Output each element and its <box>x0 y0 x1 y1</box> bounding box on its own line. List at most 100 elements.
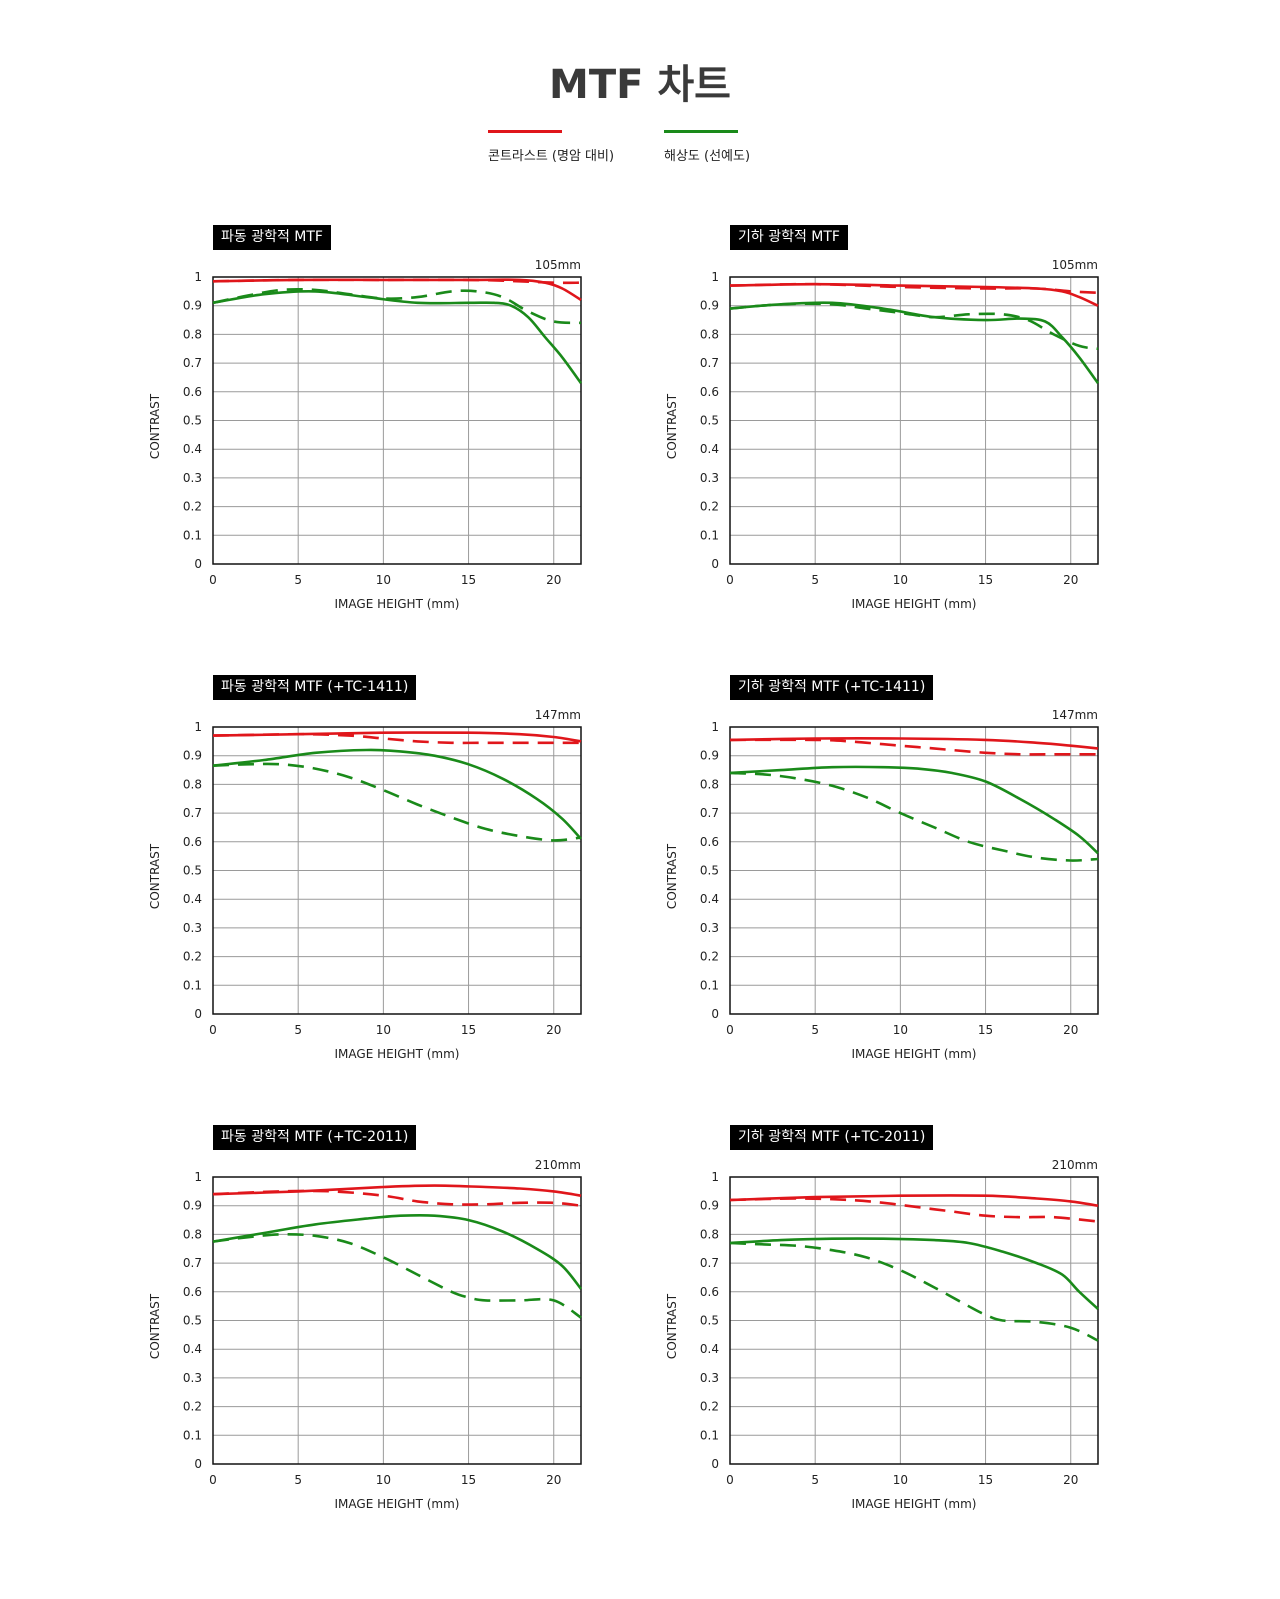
y-tick-label: 1 <box>711 270 719 284</box>
y-tick-label: 0.8 <box>183 1227 202 1241</box>
x-tick-label: 10 <box>376 573 391 587</box>
chart-title-badge: 파동 광학적 MTF (+TC-2011) <box>213 1125 417 1150</box>
plot-frame <box>212 276 582 565</box>
y-tick-label: 0.3 <box>700 1371 719 1385</box>
plot-frame <box>212 726 582 1015</box>
mtf-chart-geometric-210: 기하 광학적 MTF (+TC-2011) 0 0.1 0.2 0.3 0.4 0.5 0.… <box>665 1122 1250 1562</box>
y-tick-label: 0.6 <box>700 1285 719 1299</box>
y-tick-label: 1 <box>194 270 202 284</box>
y-tick-label: 0.1 <box>183 1428 202 1442</box>
y-tick-label: 0.5 <box>183 864 202 878</box>
y-tick-label: 0.7 <box>183 1256 202 1270</box>
y-axis-label: CONTRAST <box>148 393 162 459</box>
x-tick-label: 20 <box>546 1023 561 1037</box>
y-tick-label: 0.5 <box>183 414 202 428</box>
y-tick-label: 0.4 <box>183 442 202 456</box>
y-axis-label: CONTRAST <box>148 1293 162 1359</box>
focal-length-label: 210mm <box>535 1158 581 1172</box>
x-tick-label: 20 <box>1063 573 1078 587</box>
resolution-dashed-line <box>212 762 582 842</box>
y-tick-label: 0 <box>711 557 719 571</box>
y-tick-label: 0.5 <box>700 414 719 428</box>
x-tick-label: 10 <box>376 1473 391 1487</box>
y-tick-label: 0.3 <box>700 921 719 935</box>
y-tick-label: 0.4 <box>183 1342 202 1356</box>
x-axis-label: IMAGE HEIGHT (mm) <box>335 1497 460 1511</box>
contrast-solid-line <box>729 736 1099 750</box>
x-tick-label: 15 <box>978 1473 993 1487</box>
x-tick-label: 15 <box>978 573 993 587</box>
y-tick-label: 0 <box>194 557 202 571</box>
mtf-plot-svg: 00.10.20.30.40.50.60.70.80.910 5 10 15 20105… <box>148 258 583 611</box>
x-tick-label: 0 <box>209 573 217 587</box>
resolution-dashed-line <box>212 1233 582 1319</box>
x-tick-label: 10 <box>893 1473 908 1487</box>
y-tick-label: 0.1 <box>700 1428 719 1442</box>
x-tick-label: 15 <box>461 1023 476 1037</box>
x-tick-label: 20 <box>546 573 561 587</box>
y-tick-label: 0.7 <box>183 806 202 820</box>
mtf-plot-svg: 00.10.20.30.40.50.60.70.80.910 5 10 15 20147… <box>148 708 582 1061</box>
plot-frame <box>729 1176 1099 1465</box>
chart-title-badge: 파동 광학적 MTF <box>213 225 331 250</box>
x-tick-label: 5 <box>294 1023 302 1037</box>
y-tick-label: 0.6 <box>700 385 719 399</box>
contrast-dashed-line <box>212 732 581 745</box>
y-tick-label: 0.5 <box>700 864 719 878</box>
y-tick-label: 0.1 <box>183 528 202 542</box>
resolution-solid-line <box>212 289 583 384</box>
focal-length-label: 105mm <box>1052 258 1098 272</box>
y-tick-label: 0.1 <box>700 978 719 992</box>
resolution-solid-line <box>729 765 1099 855</box>
mtf-chart-geometric-105: 기하 광학적 MTF 0 0.1 0.2 0.3 0.4 0.5 0.6 0.7 0.8 0.9 1… <box>665 222 1250 662</box>
y-tick-label: 0.8 <box>700 777 719 791</box>
y-tick-label: 0.8 <box>183 777 202 791</box>
y-tick-label: 0 <box>711 1007 719 1021</box>
x-tick-label: 0 <box>726 573 734 587</box>
x-axis-label: IMAGE HEIGHT (mm) <box>335 1047 460 1061</box>
plot-frame <box>212 1176 582 1465</box>
x-tick-label: 15 <box>461 1473 476 1487</box>
x-axis-label: IMAGE HEIGHT (mm) <box>852 597 977 611</box>
x-tick-label: 20 <box>1063 1023 1078 1037</box>
x-tick-label: 20 <box>546 1473 561 1487</box>
y-tick-label: 0.3 <box>183 1371 202 1385</box>
y-tick-label: 0 <box>194 1007 202 1021</box>
y-axis-label: CONTRAST <box>665 393 679 459</box>
legend-swatch-contrast <box>488 130 562 133</box>
focal-length-label: 147mm <box>535 708 581 722</box>
plot-frame <box>729 276 1099 565</box>
x-tick-label: 0 <box>726 1023 734 1037</box>
y-tick-label: 0.9 <box>183 1199 202 1213</box>
legend-item-contrast: 콘트라스트 (명암 대비) <box>488 130 638 164</box>
y-tick-label: 0.9 <box>183 299 202 313</box>
x-tick-label: 5 <box>811 573 819 587</box>
y-tick-label: 1 <box>194 720 202 734</box>
contrast-dashed-line <box>212 1189 582 1207</box>
y-tick-label: 1 <box>194 1170 202 1184</box>
x-tick-label: 5 <box>811 1023 819 1037</box>
mtf-plot-svg: 00.10.20.30.40.50.60.70.80.910 5 10 15 20210… <box>665 1158 1099 1511</box>
mtf-chart-geometric-147: 기하 광학적 MTF (+TC-1411) 0 0.1 0.2 0.3 0.4 0.5 0.… <box>665 672 1250 1112</box>
y-tick-label: 0.7 <box>183 356 202 370</box>
y-axis-label: CONTRAST <box>665 1293 679 1359</box>
x-tick-label: 5 <box>811 1473 819 1487</box>
mtf-chart-wave-210: 파동 광학적 MTF (+TC-2011) 0 0.1 0.2 0.3 0.4 0.5 0.… <box>148 1122 733 1562</box>
y-tick-label: 0.2 <box>183 1400 202 1414</box>
mtf-chart-wave-105: 파동 광학적 MTF 0 0.1 0.2 0.3 0.4 0.5 0.6 0.7 0.8 0.9 1… <box>148 222 733 662</box>
y-tick-label: 0.7 <box>700 1256 719 1270</box>
resolution-solid-line <box>729 1237 1099 1310</box>
contrast-dashed-line <box>729 738 1098 756</box>
legend-item-resolution: 해상도 (선예도) <box>664 130 814 164</box>
resolution-solid-line <box>212 748 582 840</box>
contrast-dashed-line <box>212 278 582 285</box>
y-tick-label: 0.1 <box>183 978 202 992</box>
y-axis-label: CONTRAST <box>148 843 162 909</box>
legend-swatch-resolution <box>664 130 738 133</box>
x-tick-label: 10 <box>376 1023 391 1037</box>
y-tick-label: 0.4 <box>700 892 719 906</box>
y-tick-label: 0.8 <box>700 1227 719 1241</box>
plot-frame <box>729 726 1099 1015</box>
resolution-dashed-line <box>729 302 1099 351</box>
y-tick-label: 0 <box>711 1457 719 1471</box>
